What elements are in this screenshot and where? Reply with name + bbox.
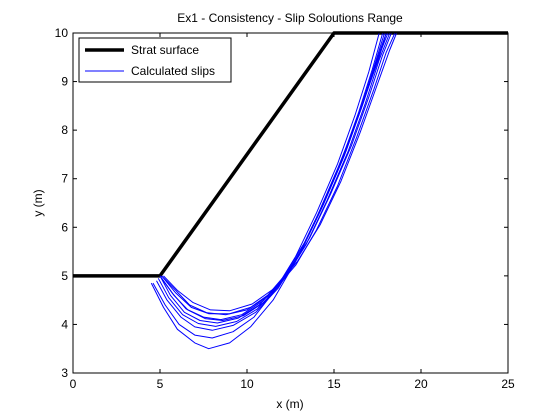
- x-tick-label-15: 15: [327, 377, 341, 391]
- x-tick-label-20: 20: [414, 377, 428, 391]
- x-tick-label-0: 0: [70, 377, 77, 391]
- x-axis-label: x (m): [276, 397, 303, 411]
- y-tick-label-9: 9: [61, 75, 68, 89]
- slip-line-9: [161, 32, 396, 315]
- slip-line-10: [163, 32, 398, 312]
- legend-strat-label: Strat surface: [131, 43, 199, 57]
- x-tick-label-10: 10: [240, 377, 254, 391]
- y-axis-label: y (m): [31, 189, 45, 216]
- legend: Strat surface Calculated slips: [78, 37, 232, 83]
- y-tick-label-6: 6: [61, 220, 68, 234]
- x-tick-label-25: 25: [501, 377, 515, 391]
- y-tick-label-7: 7: [61, 172, 68, 186]
- slip-line-3: [156, 32, 384, 331]
- plot-frame: [72, 32, 509, 374]
- tick-layer: 0 5 10 15 20 25 3 4 5 6 7 8 9 10: [55, 26, 515, 391]
- y-tick-label-4: 4: [61, 317, 68, 331]
- legend-slip-label: Calculated slips: [131, 64, 215, 78]
- chart-title: Ex1 - Consistency - Slip Soloutions Rang…: [177, 11, 403, 25]
- legend-box: [78, 37, 232, 83]
- slip-line-2: [152, 32, 380, 339]
- y-tick-label-3: 3: [61, 366, 68, 380]
- x-tick-label-5: 5: [157, 377, 164, 391]
- y-tick-label-8: 8: [61, 123, 68, 137]
- y-tick-label-10: 10: [55, 26, 69, 40]
- plot-background: [73, 33, 508, 373]
- y-tick-label-5: 5: [61, 269, 68, 283]
